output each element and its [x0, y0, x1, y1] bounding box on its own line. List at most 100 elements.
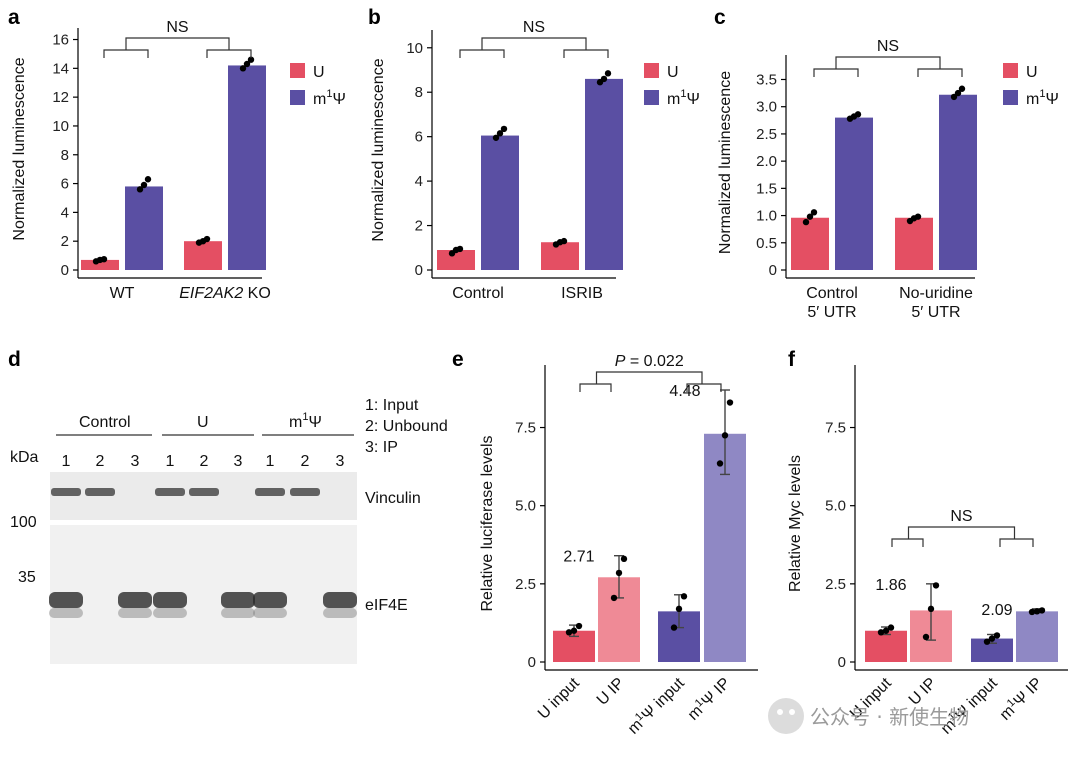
eif4e-band-smear [253, 608, 287, 618]
vinculin-band [290, 488, 320, 496]
significance-bracket [595, 371, 703, 384]
blot-key-unbound: 2: Unbound [365, 418, 448, 435]
vinculin-band [155, 488, 185, 496]
category-label: m1Ψ IP [683, 673, 733, 723]
blot-strip-eif4e [50, 525, 357, 664]
data-point [239, 65, 247, 72]
data-point [670, 624, 678, 631]
bar-m1psi [125, 186, 163, 270]
data-point [922, 633, 930, 641]
legend-c: U m1Ψ [1003, 63, 1059, 108]
significance-bracket [999, 538, 1034, 547]
bar-u [791, 217, 829, 270]
wechat-icon-eye [777, 709, 783, 715]
category-label: U IP [906, 675, 940, 709]
data-point [887, 624, 895, 631]
watermark-text: 公众号 · 新使生物 [810, 705, 969, 729]
lane-number: 2 [96, 453, 105, 470]
fold-change-label: 2.71 [563, 549, 594, 566]
panel-label-e: e [452, 348, 464, 371]
data-point [620, 555, 628, 563]
data-point [136, 186, 144, 193]
eif4e-band [49, 592, 83, 608]
data-point [140, 181, 148, 189]
blot-group-m1psi: m1Ψ [289, 411, 322, 431]
data-point [565, 629, 573, 636]
y-tick-label: 0.5 [756, 235, 777, 252]
vinculin-band [189, 488, 219, 496]
eif4e-band-smear [153, 608, 187, 618]
y-axis-title: Normalized luminescence [717, 71, 734, 254]
blot-group-control: Control [79, 414, 131, 431]
data-point [1038, 607, 1046, 614]
significance-label: NS [877, 38, 899, 55]
eif4e-band-smear [118, 608, 152, 618]
significance-bracket [563, 49, 609, 58]
y-tick-label: 14 [52, 60, 69, 77]
y-axis-title: Normalized luminescence [370, 58, 387, 241]
category-label: m1Ψ IP [995, 673, 1045, 723]
category-label: No-uridine [899, 285, 973, 302]
data-point [680, 593, 688, 600]
data-point [927, 605, 935, 613]
data-point [1028, 608, 1036, 616]
category-label: ISRIB [561, 285, 603, 302]
lane-numbers: 1 2 3 1 2 3 1 2 3 [62, 453, 345, 470]
data-point [500, 125, 508, 133]
y-tick-label: 0 [415, 262, 423, 279]
data-point [914, 213, 922, 220]
eif4e-band [118, 592, 152, 608]
category-label: U input [535, 674, 583, 722]
significance-bracket [835, 56, 941, 69]
y-tick-label: 8 [415, 84, 423, 101]
y-axis-title: Relative luciferase levels [479, 435, 496, 611]
legend-label-u: U [1026, 64, 1038, 81]
y-tick-label: 0 [769, 262, 777, 279]
y-tick-label: 0 [838, 654, 846, 671]
y-tick-label: 5.0 [515, 498, 536, 515]
y-tick-label: 3.5 [756, 71, 777, 88]
panel-label-a: a [8, 6, 20, 29]
significance-bracket [579, 383, 612, 392]
bar-m1psi [835, 117, 873, 270]
vinculin-band [85, 488, 115, 496]
data-point [877, 629, 885, 636]
bar-u [437, 250, 475, 270]
data-point [802, 218, 810, 226]
category-label: WT [110, 285, 135, 302]
eif4e-band-smear [221, 608, 255, 618]
y-tick-label: 8 [61, 147, 69, 164]
y-tick-label: 4 [415, 173, 423, 190]
category-label: U IP [594, 675, 628, 709]
data-point [983, 638, 991, 645]
vinculin-band [51, 488, 81, 496]
data-point [932, 582, 940, 589]
data-point [1033, 608, 1041, 615]
significance-label: NS [166, 19, 188, 36]
y-axis-title: Relative Myc levels [787, 455, 804, 592]
watermark: 公众号 · 新使生物 [768, 698, 969, 734]
eif4e-band [253, 592, 287, 608]
bar [865, 630, 907, 662]
y-tick-label: 12 [52, 89, 69, 106]
data-point [496, 130, 504, 137]
y-tick-label: 1.5 [756, 180, 777, 197]
bar-m1psi [481, 135, 519, 270]
data-point [492, 134, 500, 141]
legend-swatch-u [290, 63, 305, 78]
category-label: m1Ψ input [624, 673, 689, 738]
lane-number: 3 [336, 453, 345, 470]
panel-label-f: f [788, 348, 796, 371]
data-point [810, 209, 818, 216]
chart-a: 0 2 4 6 8 10 12 14 16 Normalized luminescence WT EI… [11, 19, 271, 302]
y-tick-label: 10 [52, 118, 69, 135]
legend-label-u: U [667, 64, 679, 81]
fold-change-label: 1.86 [875, 577, 906, 594]
legend-swatch-u [644, 63, 659, 78]
significance-bracket [813, 68, 859, 77]
band-label-eif4e: eIF4E [365, 597, 408, 614]
lane-number: 2 [200, 453, 209, 470]
fold-change-label: 4.48 [669, 383, 700, 400]
